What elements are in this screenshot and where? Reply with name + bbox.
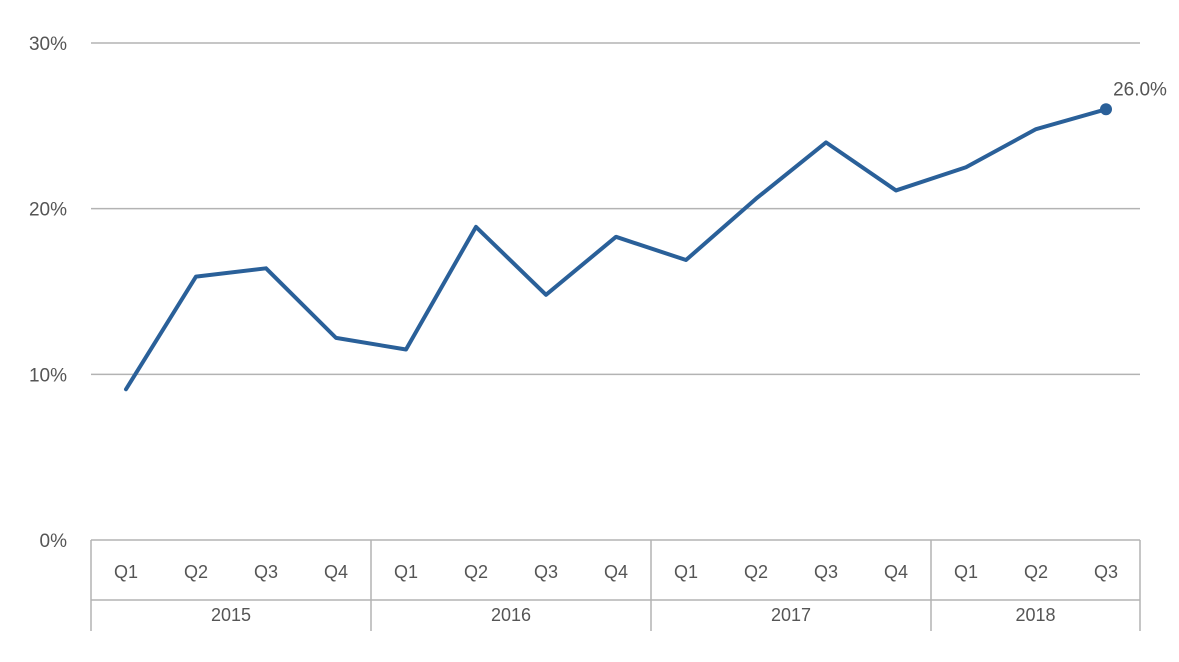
- x-tick-label: Q3: [254, 562, 278, 582]
- x-tick-label: Q2: [744, 562, 768, 582]
- x-tick-label: Q3: [1094, 562, 1118, 582]
- x-tick-label: Q4: [884, 562, 908, 582]
- x-tick-label: Q2: [1024, 562, 1048, 582]
- y-tick-label: 0%: [40, 531, 68, 552]
- x-tick-label: Q4: [604, 562, 628, 582]
- x-group-label: 2017: [771, 605, 811, 625]
- y-tick-label: 10%: [29, 365, 67, 386]
- x-tick-label: Q1: [674, 562, 698, 582]
- end-value-label: 26.0%: [1113, 79, 1167, 100]
- x-tick-label: Q1: [954, 562, 978, 582]
- gridlines: [91, 42, 1140, 376]
- x-axis: Q1 Q2 Q3 Q4 2015 Q1 Q2 Q3 Q4 2016 Q1 Q2 Q3 Q4 2017 Q1 Q2…: [90, 539, 1141, 631]
- x-tick-label: Q1: [114, 562, 138, 582]
- x-tick-label: Q2: [184, 562, 208, 582]
- y-tick-label: 20%: [29, 200, 67, 221]
- x-tick-label: Q2: [464, 562, 488, 582]
- x-group-label: 2018: [1015, 605, 1055, 625]
- x-tick-label: Q4: [324, 562, 348, 582]
- x-tick-label: Q3: [534, 562, 558, 582]
- y-axis-tick-labels: 0% 10% 20% 30%: [29, 34, 67, 552]
- y-tick-label: 30%: [29, 34, 67, 55]
- x-tick-label: Q3: [814, 562, 838, 582]
- series-layer: 26.0%: [124, 79, 1167, 392]
- x-group-label: 2015: [211, 605, 251, 625]
- x-tick-label: Q1: [394, 562, 418, 582]
- end-point-marker: [1100, 103, 1112, 116]
- series-line: [124, 107, 1108, 392]
- x-group-label: 2016: [491, 605, 531, 625]
